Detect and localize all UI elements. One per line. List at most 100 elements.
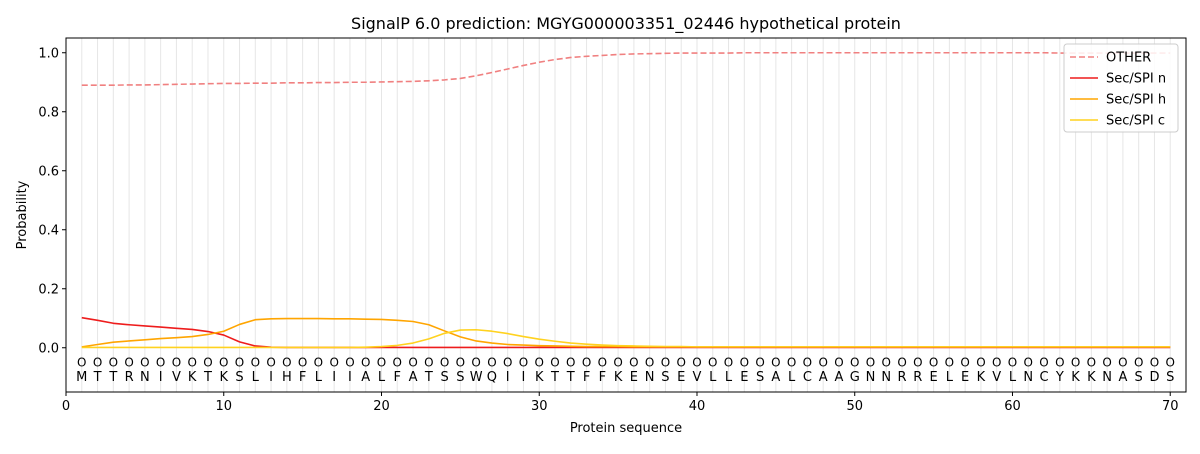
residue-state-label: O <box>960 356 969 370</box>
residue-letter: R <box>125 370 134 385</box>
residue-state-label: O <box>172 356 181 370</box>
residue-letter: I <box>332 370 336 385</box>
residue-letter: I <box>506 370 510 385</box>
residue-state-label: O <box>519 356 528 370</box>
residue-state-label: O <box>203 356 212 370</box>
plot-frame <box>65 37 1187 393</box>
residue-letter: L <box>725 370 733 385</box>
residue-letter: R <box>913 370 922 385</box>
residue-letter: I <box>348 370 352 385</box>
residue-letter: A <box>361 370 370 385</box>
series-line-other <box>81 51 1171 86</box>
residue-state-label: O <box>219 356 228 370</box>
residue-letter: K <box>1087 370 1096 385</box>
residue-state-label: O <box>992 356 1001 370</box>
residue-state-label: O <box>1165 356 1174 370</box>
residue-state-label: O <box>424 356 433 370</box>
y-tick-label: 0.2 <box>38 282 59 297</box>
residue-letter: T <box>203 370 212 385</box>
residue-letter: T <box>108 370 117 385</box>
residue-state-label: O <box>582 356 591 370</box>
residue-state-label: O <box>834 356 843 370</box>
residue-state-label: O <box>361 356 370 370</box>
residue-letter: S <box>661 370 669 385</box>
residue-letter: I <box>159 370 163 385</box>
residue-state-label: O <box>266 356 275 370</box>
residue-letter: T <box>550 370 559 385</box>
residue-state-label: O <box>724 356 733 370</box>
residue-state-label: O <box>471 356 480 370</box>
residue-state-label: O <box>692 356 701 370</box>
residue-state-label: O <box>1118 356 1127 370</box>
residue-state-label: O <box>976 356 985 370</box>
residue-letter: S <box>1166 370 1174 385</box>
residue-state-label: O <box>850 356 859 370</box>
legend-box <box>1063 43 1179 133</box>
residue-state-label: O <box>913 356 922 370</box>
residue-letter: L <box>1009 370 1017 385</box>
residue-state-label: O <box>1055 356 1064 370</box>
residue-state-label: O <box>598 356 607 370</box>
residue-letter: N <box>1102 370 1112 385</box>
residue-state-label: O <box>661 356 670 370</box>
residue-state-label: O <box>109 356 118 370</box>
residue-letter: I <box>522 370 526 385</box>
x-tick-label: 30 <box>531 399 548 414</box>
x-axis-ticks: 0 10 20 30 40 50 60 70 <box>62 392 1179 414</box>
chart-title: SignalP 6.0 prediction: MGYG000003351_02… <box>351 14 901 34</box>
x-tick-label: 70 <box>1162 399 1179 414</box>
legend-label: Sec/SPI h <box>1106 93 1166 108</box>
residue-state-label: O <box>140 356 149 370</box>
residue-letter: N <box>140 370 150 385</box>
residue-letter: S <box>456 370 464 385</box>
x-tick-label: 50 <box>846 399 863 414</box>
residue-letter: S <box>1135 370 1143 385</box>
residue-letter: A <box>771 370 780 385</box>
residue-letter: S <box>756 370 764 385</box>
residue-letter: K <box>1071 370 1080 385</box>
residue-letter: L <box>252 370 260 385</box>
residue-state-label: O <box>613 356 622 370</box>
y-tick-label: 1.0 <box>38 46 59 61</box>
residue-state-label: O <box>77 356 86 370</box>
sequence-annotations: OMOTOTORONOIOVOKOTOKOSOLOIOHOFOLOIOIOAOL… <box>76 356 1175 385</box>
residue-state-label: O <box>1087 356 1096 370</box>
residue-letter: F <box>394 370 401 385</box>
residue-letter: R <box>898 370 907 385</box>
series-lines <box>81 51 1171 349</box>
residue-letter: E <box>677 370 685 385</box>
residue-state-label: O <box>345 356 354 370</box>
residue-state-label: O <box>945 356 954 370</box>
residue-state-label: O <box>314 356 323 370</box>
residue-state-label: O <box>1008 356 1017 370</box>
residue-letter: E <box>630 370 638 385</box>
residue-letter: F <box>583 370 590 385</box>
series-line-sec-spi-c <box>81 328 1171 349</box>
residue-state-label: O <box>1024 356 1033 370</box>
residue-state-label: O <box>377 356 386 370</box>
residue-letter: T <box>93 370 102 385</box>
residue-letter: Q <box>487 370 497 385</box>
residue-state-label: O <box>550 356 559 370</box>
residue-state-label: O <box>440 356 449 370</box>
residue-letter: D <box>1149 370 1159 385</box>
y-axis-label: Probability <box>15 180 30 249</box>
residue-state-label: O <box>787 356 796 370</box>
residue-state-label: O <box>187 356 196 370</box>
residue-state-label: O <box>566 356 575 370</box>
residue-state-label: O <box>803 356 812 370</box>
residue-state-label: O <box>282 356 291 370</box>
residue-letter: T <box>424 370 433 385</box>
y-tick-label: 0.8 <box>38 105 59 120</box>
residue-letter: L <box>946 370 954 385</box>
residue-letter: T <box>566 370 575 385</box>
residue-state-label: O <box>393 356 402 370</box>
residue-letter: L <box>378 370 386 385</box>
residue-letter: C <box>803 370 812 385</box>
residue-letter: L <box>788 370 796 385</box>
x-tick-label: 0 <box>62 399 70 414</box>
x-tick-label: 10 <box>215 399 232 414</box>
residue-state-label: O <box>866 356 875 370</box>
legend: OTHER Sec/SPI n Sec/SPI h Sec/SPI c <box>1063 43 1179 133</box>
residue-letter: L <box>709 370 717 385</box>
